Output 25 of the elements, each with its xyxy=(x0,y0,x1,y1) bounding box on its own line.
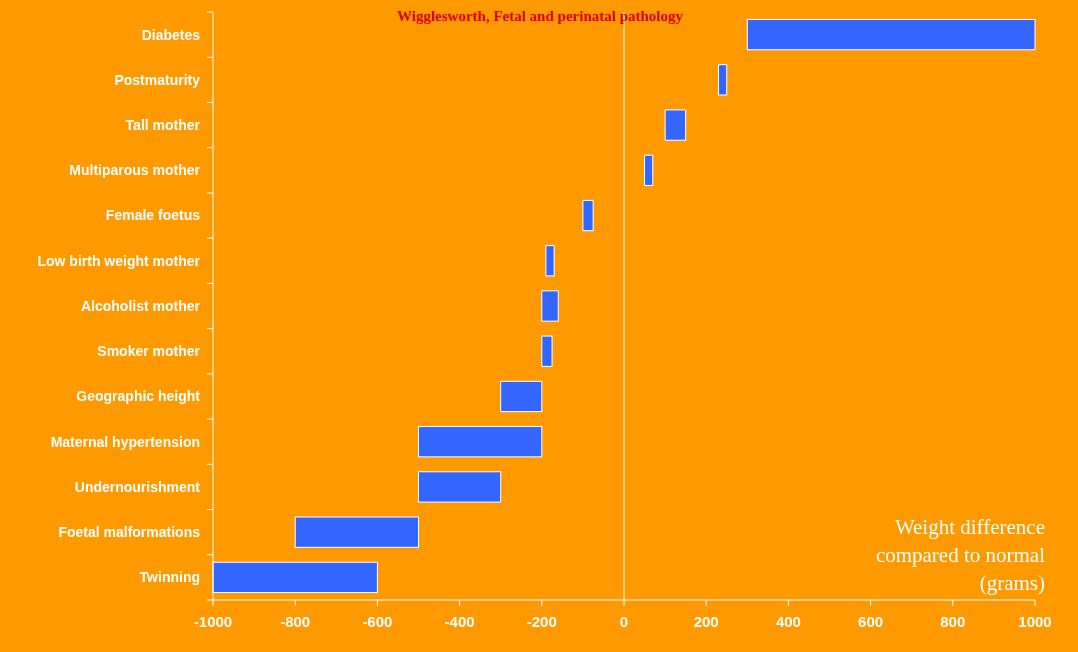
x-tick-label: 1000 xyxy=(1018,613,1052,630)
x-tick-label: -1000 xyxy=(193,613,233,630)
y-tick-label: Geographic height xyxy=(76,388,201,405)
x-tick-label: -600 xyxy=(362,613,393,630)
y-tick-label: Twinning xyxy=(139,569,200,586)
y-tick-label: Multiparous mother xyxy=(69,162,201,179)
x-tick-label: 400 xyxy=(775,613,801,630)
y-tick-label: Diabetes xyxy=(141,26,201,43)
y-tick-label: Alcoholist mother xyxy=(80,297,201,314)
x-tick-label: 800 xyxy=(940,613,966,630)
x-tick-label: -200 xyxy=(526,613,557,630)
y-tick-label: Foetal malformations xyxy=(58,524,201,541)
y-tick-label: Tall mother xyxy=(125,116,201,133)
y-tick-label: Female foetus xyxy=(105,207,201,224)
y-tick-label: Postmaturity xyxy=(114,71,201,88)
x-tick-label: 0 xyxy=(619,613,629,630)
x-tick-label: 200 xyxy=(693,613,719,630)
y-tick-label: Smoker mother xyxy=(97,343,201,360)
x-tick-label: -800 xyxy=(280,613,311,630)
x-axis-title: Weight difference compared to normal (grams) xyxy=(875,515,1046,595)
y-tick-label: Low birth weight mother xyxy=(37,252,201,269)
x-tick-label: 600 xyxy=(858,613,884,630)
y-tick-label: Undernourishment xyxy=(74,478,201,495)
y-tick-label: Maternal hypertension xyxy=(50,433,200,450)
x-tick-label: -400 xyxy=(444,613,475,630)
